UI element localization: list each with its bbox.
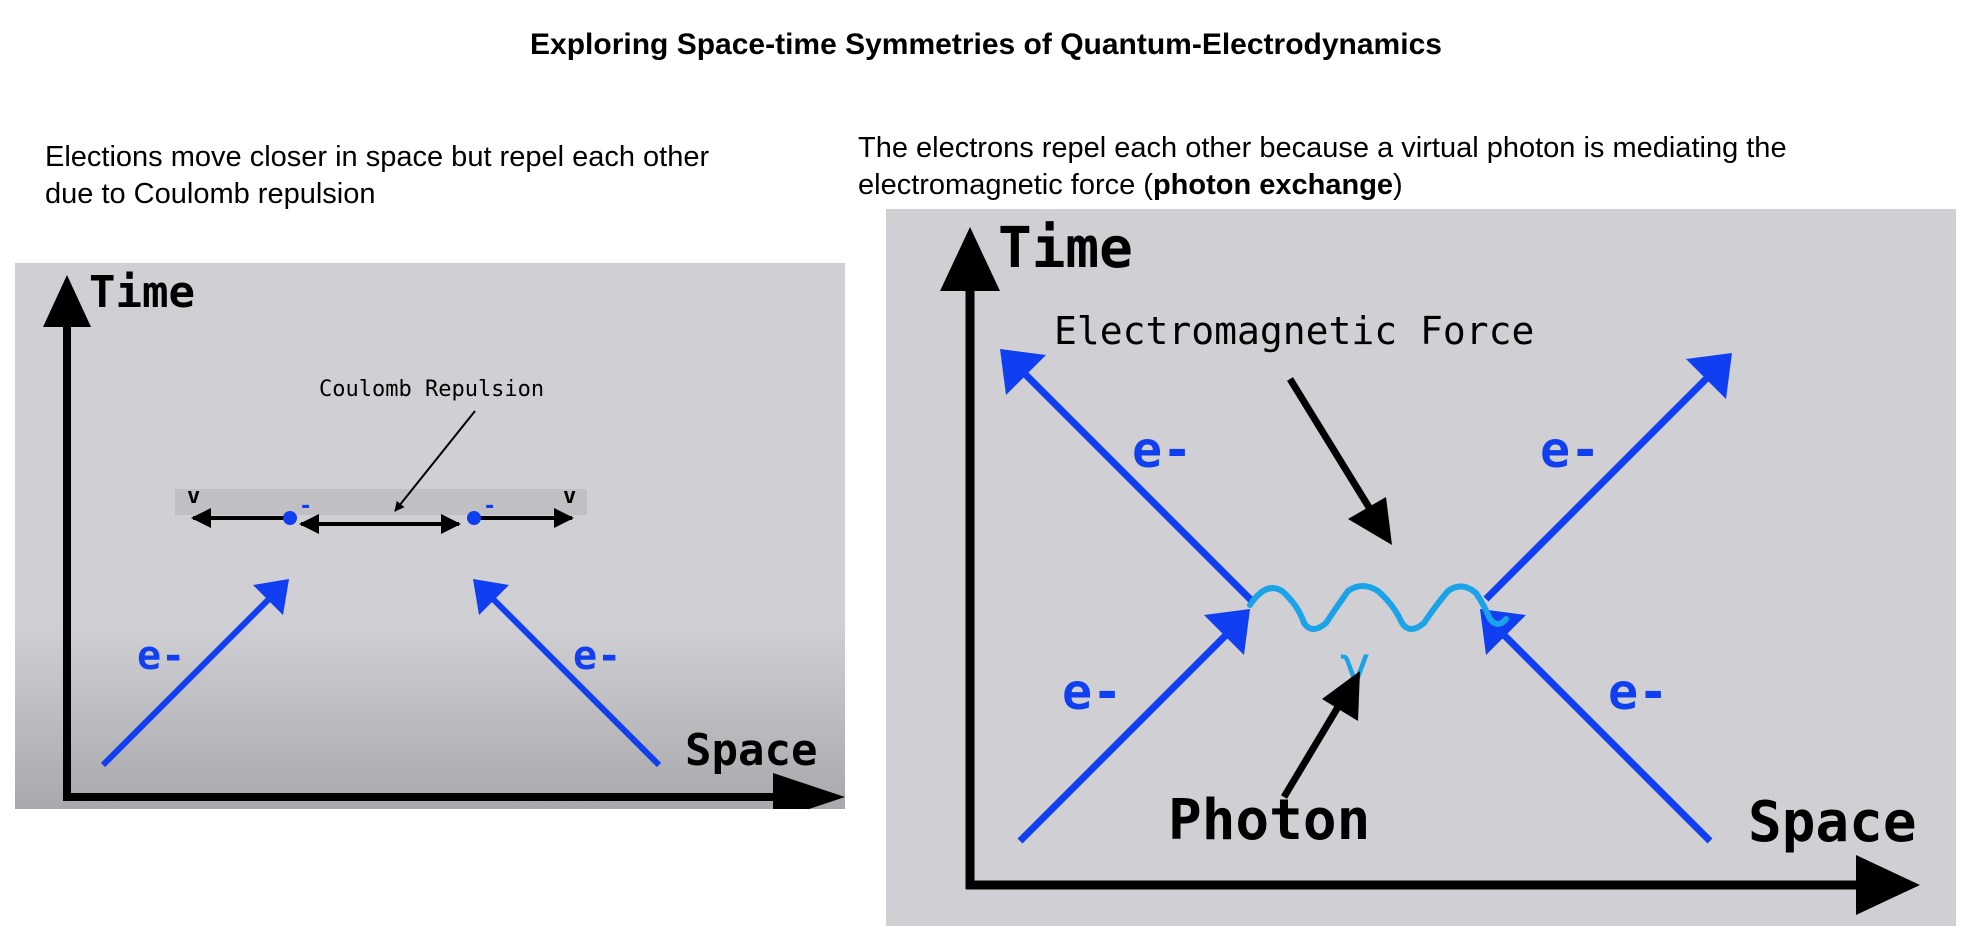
electron-charge-right: -	[483, 494, 496, 519]
force-pointer	[1287, 377, 1373, 511]
photon-wave	[1247, 583, 1509, 632]
electron-path-top-left	[1005, 354, 1255, 604]
space-axis-arrowhead	[773, 773, 845, 809]
coulomb-pointer	[394, 410, 476, 512]
electromagnetic-force-label: Electromagnetic Force	[1054, 309, 1534, 353]
right-caption: The electrons repel each other because a…	[858, 130, 1958, 204]
electron-label-right: e-	[573, 633, 621, 679]
electron-label-bottom-left: e-	[1062, 663, 1122, 721]
time-axis-arrowhead	[43, 275, 91, 327]
electron-arrowhead-right	[473, 579, 509, 615]
electron-path-left	[100, 586, 282, 768]
electron-label-top-left: e-	[1132, 421, 1192, 479]
right-caption-bold: photon exchange	[1152, 169, 1394, 201]
time-label: Time	[89, 267, 195, 318]
electron-label-bottom-right: e-	[1608, 663, 1668, 721]
coulomb-repulsion-label: Coulomb Repulsion	[319, 377, 544, 402]
time-axis-arrowhead	[940, 227, 1000, 291]
electron-right	[467, 511, 481, 525]
electron-path-top-right	[1483, 360, 1725, 602]
time-label: Time	[998, 216, 1133, 281]
photon-pointer	[1280, 705, 1342, 799]
force-pointer-head	[1348, 497, 1392, 545]
photon-diagram-svg: Time Space e- e- e- e- γ Electromagnetic…	[940, 216, 1920, 915]
space-label: Space	[685, 725, 817, 776]
velocity-label-left: v	[187, 484, 200, 509]
electron-arrowhead-top-right	[1686, 353, 1732, 399]
electron-path-right	[480, 586, 662, 768]
right-caption-text: The electrons repel each other because a…	[858, 132, 1787, 201]
page-title: Exploring Space-time Symmetries of Quant…	[530, 28, 1442, 61]
velocity-label-right: v	[563, 484, 576, 509]
coulomb-diagram-svg: Time Space e- e- v v - - Coulomb Repulsi…	[43, 267, 845, 809]
left-caption: Elections move closer in space but repel…	[45, 141, 710, 210]
photon-pointer-head	[1322, 671, 1360, 721]
right-caption-close: )	[1393, 169, 1403, 201]
electron-charge-left: -	[299, 494, 312, 519]
electron-arrowhead-top-left	[1000, 349, 1046, 395]
photon-label: Photon	[1168, 788, 1370, 853]
space-label: Space	[1748, 790, 1917, 855]
coulomb-repulsion-diagram: Time Space e- e- v v - - Coulomb Repulsi…	[15, 263, 845, 809]
electron-arrowhead-bottom-left	[1204, 609, 1250, 655]
electron-path-bottom-right	[1487, 618, 1713, 844]
space-axis-arrowhead	[1856, 855, 1920, 915]
electron-arrowhead-left	[253, 579, 289, 615]
interaction-strip	[175, 489, 587, 515]
electron-label-top-right: e-	[1540, 421, 1600, 479]
photon-exchange-diagram: Time Space e- e- e- e- γ Electromagnetic…	[886, 209, 1956, 926]
electron-label-left: e-	[137, 633, 185, 679]
electron-left	[283, 511, 297, 525]
electron-path-bottom-left	[1017, 618, 1243, 844]
